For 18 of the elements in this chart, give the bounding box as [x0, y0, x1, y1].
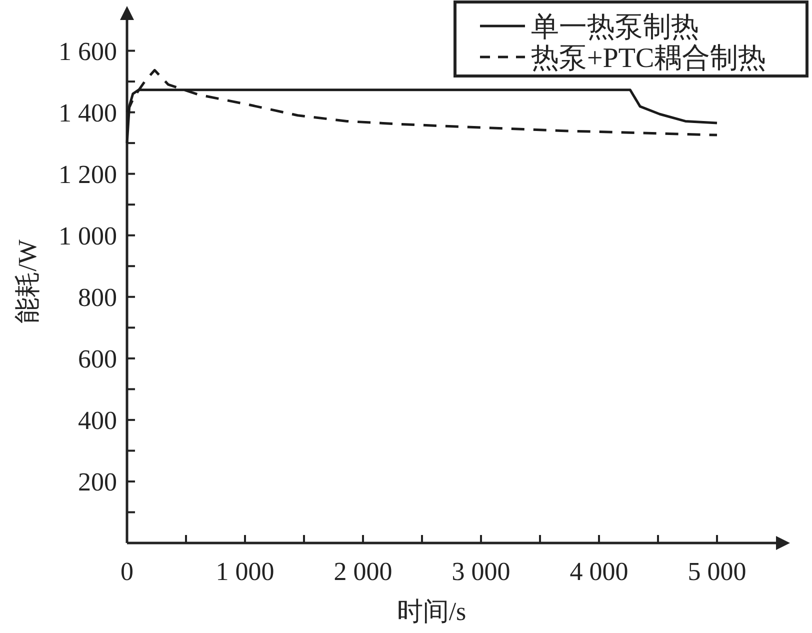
- y-tick-label: 1 200: [58, 160, 117, 189]
- legend-label: 单一热泵制热: [531, 12, 699, 43]
- x-tick-label: 2 000: [334, 557, 392, 586]
- y-tick-label: 800: [78, 282, 117, 312]
- y-tick-label: 400: [78, 406, 117, 435]
- y-tick-label: 1 000: [58, 221, 117, 250]
- x-tick-label: 5 000: [688, 557, 746, 586]
- y-tick-label: 1 600: [58, 36, 117, 66]
- x-tick-label: 1 000: [216, 557, 274, 586]
- x-axis-title: 时间/s: [396, 597, 466, 626]
- x-tick-label: 0: [120, 557, 134, 586]
- legend-label: 热泵+PTC耦合制热: [531, 43, 766, 74]
- y-tick-label: 1 400: [58, 98, 117, 128]
- y-tick-label: 600: [78, 344, 117, 374]
- x-tick-label: 3 000: [452, 557, 510, 586]
- y-tick-label: 200: [78, 467, 117, 496]
- y-axis-title: 能耗/W: [13, 239, 42, 324]
- x-tick-label: 4 000: [570, 557, 628, 586]
